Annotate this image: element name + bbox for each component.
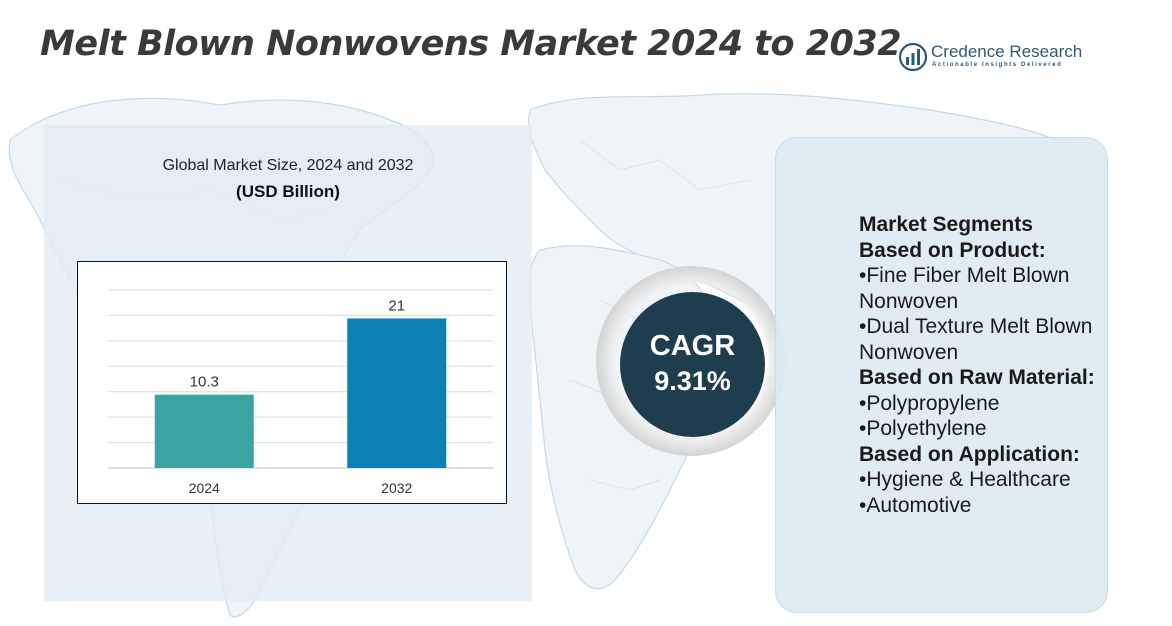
cagr-badge: CAGR 9.31% [620, 292, 765, 437]
cagr-label: CAGR [649, 330, 736, 362]
chart-unit: (USD Billion) [236, 182, 340, 201]
cagr-value: 9.31% [654, 366, 731, 396]
logo-name: Credence Research [931, 42, 1083, 61]
bar-chart-logo-icon [898, 42, 928, 72]
x-tick-label: 2024 [189, 480, 220, 496]
segment-group-title: Based on Raw Material: [859, 366, 1095, 389]
segment-group-title: Based on Application: [859, 442, 1080, 466]
segment-item: •Polyethylene [859, 417, 987, 440]
chart-box: 10.3 2024 21 2032 [77, 261, 507, 504]
chart-heading: Global Market Size, 2024 and 2032 [162, 157, 414, 174]
x-tick-label: 2032 [381, 480, 412, 496]
segment-item: •Dual Texture Melt Blown Nonwoven [859, 315, 1093, 364]
segment-item: •Hygiene & Healthcare [859, 468, 1071, 491]
bar-value-label: 21 [388, 297, 405, 314]
company-logo: Credence Research Actionable Insights De… [898, 40, 1088, 74]
bar-2024 [154, 394, 254, 468]
bar-value-label: 10.3 [190, 374, 219, 391]
segment-item: •Automotive [859, 493, 972, 517]
bar-2032 [347, 318, 447, 468]
logo-tagline: Actionable Insights Delivered [932, 62, 1063, 68]
segment-item: •Fine Fiber Melt Blown Nonwoven [859, 264, 1070, 313]
segments-heading: Market Segments [859, 213, 1033, 236]
segments-panel [775, 137, 1108, 613]
segment-item: •Polypropylene [859, 391, 1000, 415]
segments-list: Market Segments Based on Product: •Fine … [859, 212, 1109, 518]
segment-group-title: Based on Product: [859, 238, 1046, 262]
page-title: Melt Blown Nonwovens Market 2024 to 2032 [40, 24, 902, 64]
bar-chart: 10.3 2024 21 2032 [108, 289, 493, 496]
